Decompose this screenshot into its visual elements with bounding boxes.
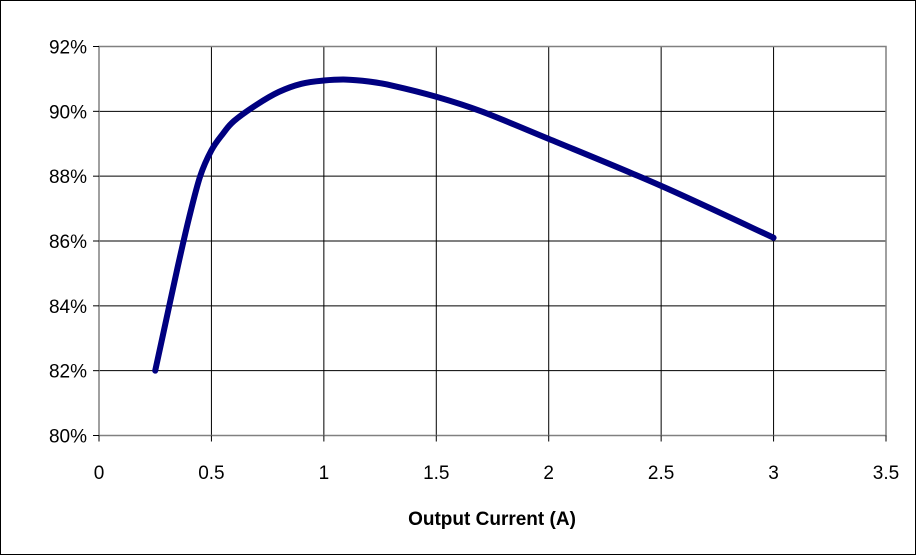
x-tick-label: 0.5	[198, 463, 224, 484]
y-tick-label: 88%	[49, 167, 87, 188]
x-tick-label: 1.5	[423, 463, 449, 484]
y-axis-ticks: 80% 82% 84% 86% 88% 90% 92%	[49, 38, 99, 448]
y-tick-label: 90%	[49, 102, 87, 123]
x-tick-label: 1	[319, 463, 330, 484]
x-tick-label: 3	[768, 463, 779, 484]
gridlines	[99, 46, 886, 436]
y-tick-label: 92%	[49, 38, 87, 59]
x-tick-label: 0	[94, 463, 105, 484]
x-tick-label: 3.5	[873, 463, 899, 484]
x-axis-title: Output Current (A)	[408, 509, 576, 530]
x-axis-ticks: 0 0.5 1 1.5 2 2.5 3 3.5	[94, 435, 899, 484]
y-tick-label: 86%	[49, 232, 87, 253]
x-tick-label: 2.5	[648, 463, 674, 484]
x-tick-label: 2	[543, 463, 554, 484]
y-tick-label: 80%	[49, 427, 87, 448]
efficiency-series-line	[152, 76, 777, 374]
y-tick-label: 82%	[49, 362, 87, 383]
y-tick-label: 84%	[49, 297, 87, 318]
series-layer	[152, 76, 777, 374]
